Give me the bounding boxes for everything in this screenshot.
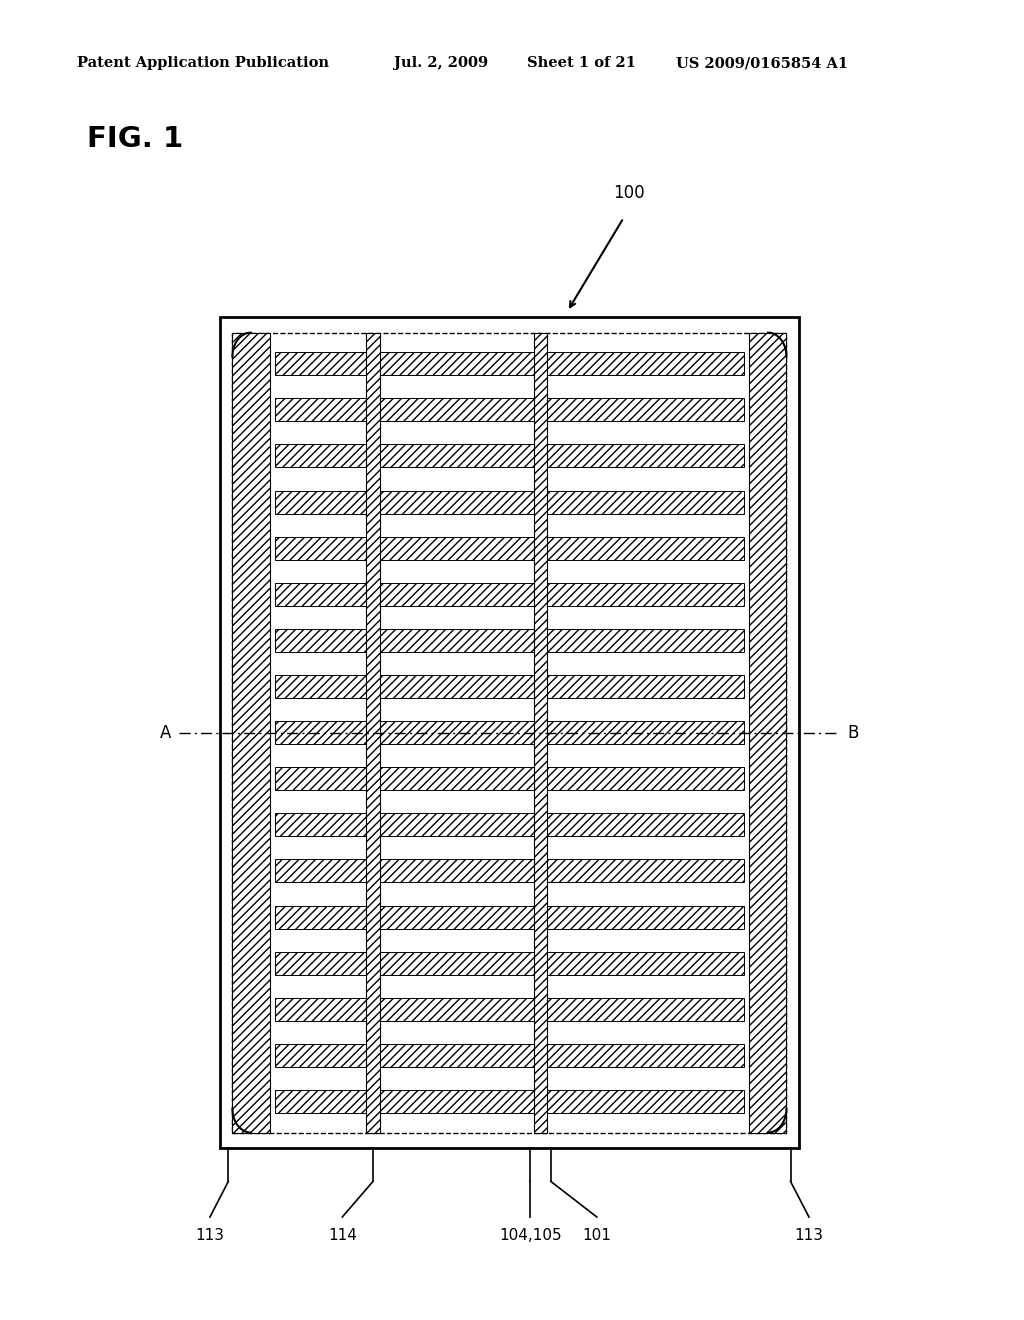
Bar — [380, 906, 534, 928]
Text: Sheet 1 of 21: Sheet 1 of 21 — [527, 57, 636, 70]
Bar — [547, 906, 744, 928]
Bar — [380, 491, 534, 513]
Bar — [274, 1044, 367, 1067]
Bar — [380, 352, 534, 375]
Bar — [274, 952, 367, 974]
Bar — [534, 333, 547, 1133]
Text: FIG. 1: FIG. 1 — [87, 124, 183, 153]
Bar — [547, 767, 744, 791]
Bar — [547, 1044, 744, 1067]
Bar — [274, 906, 367, 928]
Bar — [547, 813, 744, 837]
Text: US 2009/0165854 A1: US 2009/0165854 A1 — [676, 57, 848, 70]
Bar — [274, 491, 367, 513]
Bar — [274, 767, 367, 791]
Bar — [547, 675, 744, 698]
Bar — [547, 537, 744, 560]
Bar — [274, 998, 367, 1020]
Text: Patent Application Publication: Patent Application Publication — [77, 57, 329, 70]
Bar — [380, 582, 534, 606]
Bar — [380, 1090, 534, 1113]
Bar — [380, 445, 534, 467]
Bar — [232, 333, 786, 1133]
Bar — [380, 675, 534, 698]
Bar — [547, 491, 744, 513]
Bar — [547, 445, 744, 467]
Bar — [547, 628, 744, 652]
Text: 104,105: 104,105 — [499, 1228, 561, 1242]
Bar — [547, 952, 744, 974]
Bar — [547, 352, 744, 375]
Bar — [547, 1090, 744, 1113]
Bar — [274, 445, 367, 467]
Bar — [547, 998, 744, 1020]
Bar — [274, 813, 367, 837]
Bar — [380, 998, 534, 1020]
Bar — [274, 859, 367, 883]
Bar — [380, 399, 534, 421]
Bar — [380, 628, 534, 652]
Text: 114: 114 — [328, 1228, 356, 1242]
Bar — [380, 859, 534, 883]
Text: 101: 101 — [583, 1228, 611, 1242]
Bar — [380, 813, 534, 837]
Bar — [274, 721, 367, 744]
Bar — [274, 582, 367, 606]
Bar — [380, 1044, 534, 1067]
Bar — [274, 352, 367, 375]
Bar — [547, 721, 744, 744]
Bar — [380, 952, 534, 974]
Text: 100: 100 — [613, 183, 644, 202]
Bar — [274, 537, 367, 560]
Bar — [220, 317, 799, 1148]
Text: 113: 113 — [795, 1228, 823, 1242]
Bar — [367, 333, 380, 1133]
Bar — [274, 1090, 367, 1113]
Bar — [749, 333, 786, 1133]
Bar — [547, 399, 744, 421]
Bar — [232, 333, 270, 1133]
Bar — [274, 628, 367, 652]
Text: B: B — [848, 723, 859, 742]
Text: Jul. 2, 2009: Jul. 2, 2009 — [394, 57, 488, 70]
Bar — [274, 675, 367, 698]
Text: 113: 113 — [196, 1228, 224, 1242]
Bar — [380, 537, 534, 560]
Bar — [380, 767, 534, 791]
Bar — [274, 399, 367, 421]
Bar — [547, 859, 744, 883]
Bar — [547, 582, 744, 606]
Text: A: A — [160, 723, 171, 742]
Bar — [380, 721, 534, 744]
